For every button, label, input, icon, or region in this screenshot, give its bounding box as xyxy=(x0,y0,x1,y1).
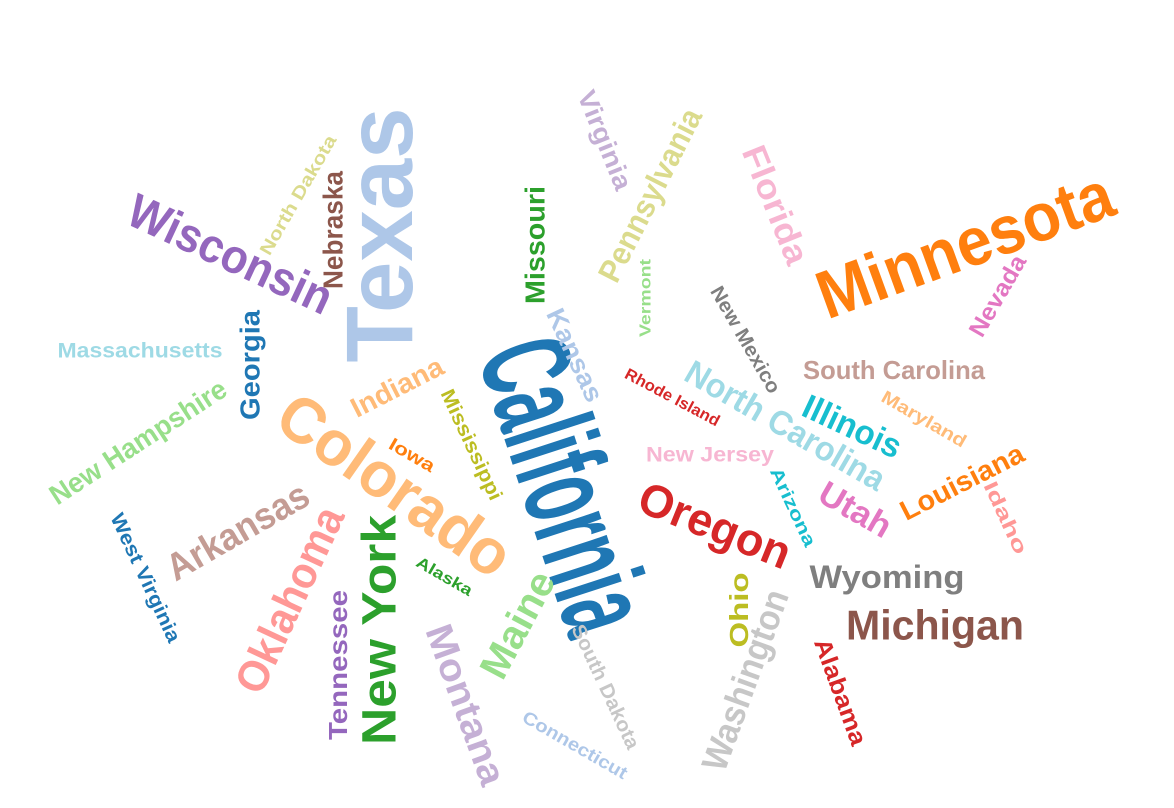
word-ohio: Ohio xyxy=(724,573,754,648)
word-missouri: Missouri xyxy=(520,186,551,304)
word-nebraska: Nebraska xyxy=(318,171,349,289)
word-alabama: Alabama xyxy=(808,635,872,750)
word-minnesota: Minnesota xyxy=(806,156,1124,334)
word-south-dakota: South Dakota xyxy=(567,621,644,753)
word-new-york: New York xyxy=(354,515,407,745)
word-virginia: Virginia xyxy=(571,86,638,195)
word-texas: Texas xyxy=(327,108,433,363)
word-idaho: Idaho xyxy=(979,478,1032,558)
word-new-jersey: New Jersey xyxy=(646,444,774,467)
word-georgia: Georgia xyxy=(235,310,266,420)
word-wyoming: Wyoming xyxy=(810,559,965,595)
word-florida: Florida xyxy=(734,140,817,271)
word-tennessee: Tennessee xyxy=(323,590,353,740)
word-south-carolina: South Carolina xyxy=(803,355,986,385)
word-vermont: Vermont xyxy=(638,258,655,337)
word-michigan: Michigan xyxy=(846,602,1024,649)
word-wisconsin: Wisconsin xyxy=(119,184,341,325)
word-new-hampshire: New Hampshire xyxy=(44,373,233,511)
word-massachusetts: Massachusetts xyxy=(58,340,223,363)
